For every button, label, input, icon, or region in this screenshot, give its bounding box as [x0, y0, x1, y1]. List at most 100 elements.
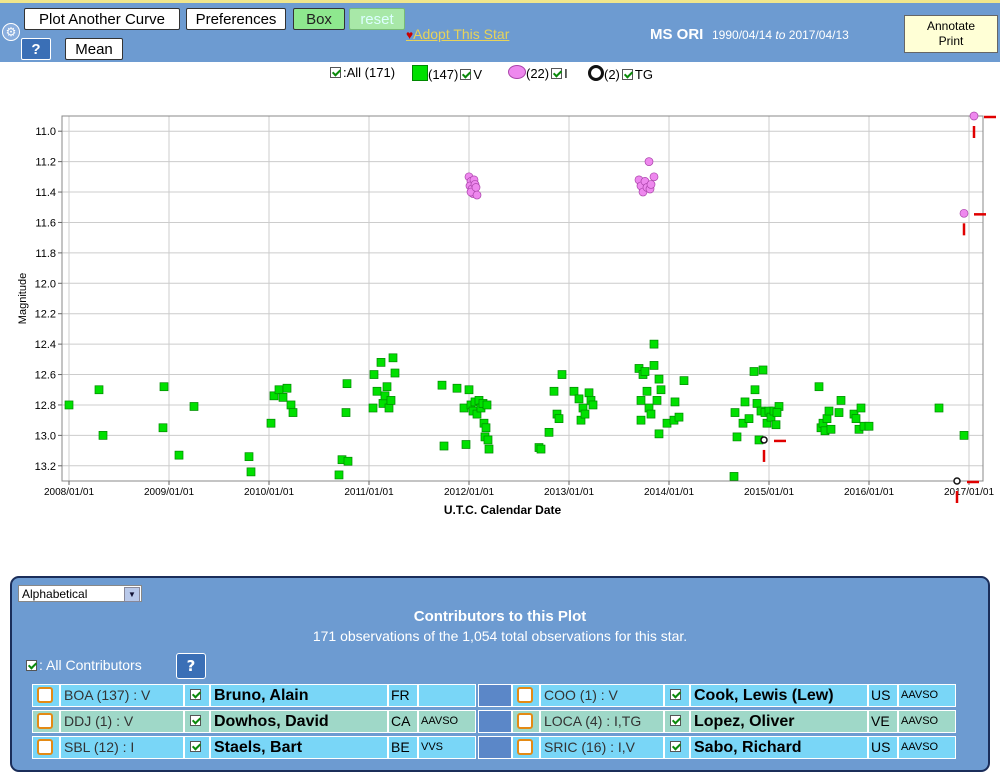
observer-name: Lopez, Oliver [690, 710, 868, 733]
data-point-v [636, 396, 646, 405]
observer-checkbox-cell[interactable] [184, 736, 210, 759]
observer-name: Sabo, Richard [690, 736, 868, 759]
observer-checkbox-cell[interactable] [184, 710, 210, 733]
observer-plot-toggle[interactable] [512, 710, 540, 733]
toolbar-top-border [0, 0, 1000, 3]
date-start: 1990/04/14 [712, 28, 773, 42]
data-point-tg [953, 477, 961, 485]
observer-checkbox[interactable] [670, 715, 681, 726]
contributor-row: DDJ (1) : V Dowhos, David CA AAVSO LOCA (4) … [32, 710, 972, 733]
sort-select[interactable]: Alphabetical ▼ [18, 585, 142, 602]
data-point-v [580, 409, 590, 419]
y-tick-label: 11.0 [35, 126, 56, 138]
observer-checkbox[interactable] [670, 741, 681, 752]
mean-button[interactable]: Mean [65, 38, 123, 60]
orange-square-icon[interactable] [37, 739, 53, 755]
data-point-v [959, 431, 969, 440]
x-tick-label: 2015/01/01 [744, 487, 794, 498]
data-point-v [679, 376, 689, 385]
data-point-tg [760, 436, 768, 444]
reset-button[interactable]: reset [349, 8, 405, 30]
gear-icon[interactable]: ⚙ [2, 23, 20, 41]
data-point-v [569, 386, 579, 396]
observer-checkbox-cell[interactable] [184, 684, 210, 707]
observer-plot-toggle[interactable] [512, 736, 540, 759]
observer-name: Dowhos, David [210, 710, 388, 733]
contributors-help-button[interactable]: ? [176, 653, 206, 679]
legend-i-label: I [564, 66, 568, 81]
observer-code: SBL (12) : I [60, 736, 184, 759]
data-point-v [390, 368, 400, 378]
data-point-v [649, 339, 659, 349]
observer-checkbox[interactable] [190, 741, 201, 752]
data-point-v [654, 429, 664, 439]
data-point-v [334, 470, 344, 480]
legend-i-checkbox[interactable] [551, 68, 563, 79]
legend-all-checkbox[interactable] [330, 67, 341, 78]
observer-plot-toggle[interactable] [32, 736, 60, 759]
observer-org: VVS [418, 736, 476, 759]
data-point-v [836, 396, 846, 405]
data-point-v [824, 406, 834, 416]
data-point-i [959, 208, 969, 218]
legend-v-label: V [473, 67, 483, 82]
x-tick-label: 2013/01/01 [544, 487, 594, 498]
observer-checkbox-cell[interactable] [664, 736, 690, 759]
contributor-row: SBL (12) : I Staels, Bart BE VVS SRIC (16) :… [32, 736, 972, 759]
data-point-v [452, 383, 462, 393]
data-point-v [670, 397, 680, 407]
contributors-title: Contributors to this Plot [413, 608, 587, 625]
chart-grid [62, 116, 983, 481]
data-point-v [368, 403, 378, 413]
orange-square-icon[interactable] [517, 739, 533, 755]
plot-another-curve-button[interactable]: Plot Another Curve [24, 8, 180, 30]
legend-i-count: (22) [526, 66, 550, 81]
observer-checkbox[interactable] [190, 689, 201, 700]
data-point-v [439, 441, 449, 451]
data-point-i [471, 183, 481, 192]
observer-checkbox[interactable] [670, 689, 681, 700]
preferences-button[interactable]: Preferences [186, 8, 286, 30]
data-point-v [729, 472, 739, 481]
observer-name: Cook, Lewis (Lew) [690, 684, 868, 707]
data-point-v [464, 385, 474, 395]
annotate-label: Annotate [926, 19, 976, 33]
box-button[interactable]: Box [293, 8, 345, 30]
data-point-v [730, 408, 740, 417]
legend-v-checkbox[interactable] [460, 69, 472, 80]
x-tick-label: 2009/01/01 [144, 487, 194, 498]
observer-plot-toggle[interactable] [32, 710, 60, 733]
observer-plot-toggle[interactable] [32, 684, 60, 707]
legend-all: :All (171) [330, 65, 395, 80]
chart-legend: :All (171) (147) V (22) I (2) TG [0, 64, 1000, 82]
sort-select-value: Alphabetical [22, 587, 88, 601]
data-point-v [640, 367, 650, 376]
data-point-i [646, 180, 656, 189]
data-point-v [934, 403, 944, 413]
legend-tg: (2) TG [588, 65, 653, 82]
observer-plot-toggle[interactable] [512, 684, 540, 707]
y-tick-label: 12.8 [35, 400, 56, 412]
observer-checkbox-cell[interactable] [664, 684, 690, 707]
data-point-v [557, 370, 567, 379]
legend-tg-checkbox[interactable] [621, 69, 633, 80]
orange-square-icon[interactable] [517, 687, 533, 703]
help-button[interactable]: ? [21, 38, 51, 60]
data-point-v [341, 408, 351, 417]
all-contributors-checkbox[interactable] [26, 660, 37, 671]
orange-square-icon[interactable] [517, 713, 533, 729]
adopt-star-link[interactable]: ♥Adopt This Star [406, 26, 509, 42]
light-curve-chart[interactable]: 11.0 11.2 11.4 11.6 11.8 12.0 12.2 12.4 12.6 12.8… [0, 82, 1000, 522]
data-point-v [278, 393, 288, 402]
legend-tg-label: TG [634, 67, 653, 82]
orange-square-icon[interactable] [37, 687, 53, 703]
observer-checkbox[interactable] [190, 715, 201, 726]
orange-square-icon[interactable] [37, 713, 53, 729]
data-point-v [549, 386, 559, 396]
observer-checkbox-cell[interactable] [664, 710, 690, 733]
observer-org: AAVSO [898, 684, 956, 707]
data-point-i [472, 190, 482, 200]
observer-name: Bruno, Alain [210, 684, 388, 707]
data-point-v [269, 391, 279, 401]
annotate-print-button[interactable]: Annotate Print [904, 15, 998, 53]
